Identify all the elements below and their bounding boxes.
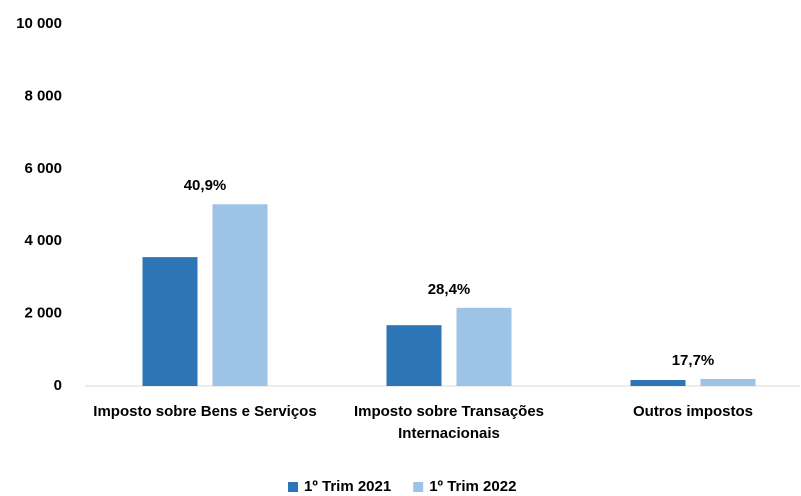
bar — [142, 257, 198, 386]
x-tick-label: Outros impostos — [632, 403, 753, 420]
legend-swatch — [413, 482, 424, 492]
growth-label: 17,7% — [672, 352, 715, 369]
bar — [456, 307, 512, 386]
legend-label: 1º Trim 2022 — [429, 478, 516, 495]
y-tick-label: 6 000 — [24, 160, 62, 177]
y-tick-label: 0 — [54, 377, 62, 394]
legend-swatch — [288, 482, 298, 492]
legend-label: 1º Trim 2021 — [304, 478, 391, 495]
growth-label: 40,9% — [184, 177, 227, 194]
x-tick-label: Imposto sobre Transações Internacionais — [353, 403, 545, 442]
bar — [386, 325, 442, 386]
y-tick-label: 2 000 — [24, 305, 62, 322]
y-tick-label: 4 000 — [24, 232, 62, 249]
y-tick-label: 10 000 — [16, 15, 62, 32]
growth-label: 28,4% — [428, 281, 471, 298]
y-tick-label: 8 000 — [24, 87, 62, 104]
bar — [700, 378, 756, 386]
bar — [630, 380, 686, 386]
bar — [212, 204, 268, 386]
x-tick-label: Imposto sobre Bens e Serviços — [93, 403, 317, 420]
